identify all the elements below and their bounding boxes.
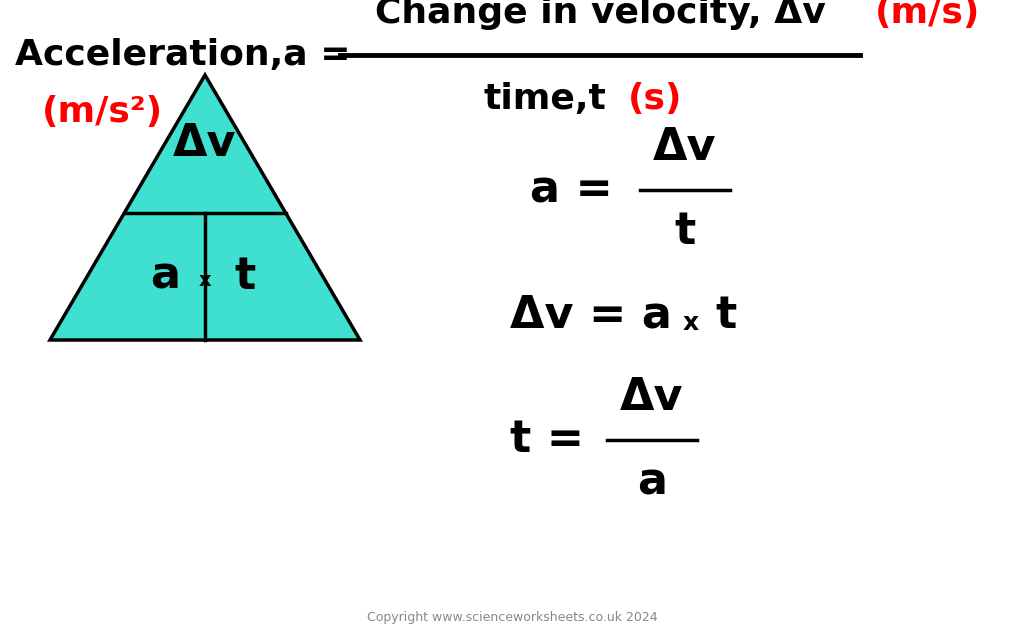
- Text: Change in velocity, Δv: Change in velocity, Δv: [375, 0, 825, 30]
- Text: Acceleration,a =: Acceleration,a =: [15, 38, 364, 72]
- Text: time,t: time,t: [483, 82, 606, 116]
- Text: x: x: [683, 311, 699, 335]
- Text: Δv: Δv: [621, 377, 684, 420]
- Polygon shape: [50, 75, 360, 340]
- Text: t: t: [715, 294, 736, 336]
- Text: t: t: [675, 210, 695, 253]
- Text: (m/s²): (m/s²): [42, 95, 163, 129]
- Text: Δv: Δv: [173, 122, 237, 166]
- Text: Δv: Δv: [653, 127, 717, 169]
- Text: Δv = a: Δv = a: [510, 294, 672, 336]
- Text: x: x: [199, 271, 211, 290]
- Text: (m/s): (m/s): [874, 0, 980, 30]
- Text: t =: t =: [510, 418, 600, 462]
- Text: a: a: [150, 255, 179, 298]
- Text: a =: a =: [530, 168, 629, 212]
- Text: Copyright www.scienceworksheets.co.uk 2024: Copyright www.scienceworksheets.co.uk 20…: [367, 612, 657, 624]
- Text: a: a: [637, 461, 667, 503]
- Text: t: t: [234, 255, 256, 298]
- Text: (s): (s): [628, 82, 682, 116]
